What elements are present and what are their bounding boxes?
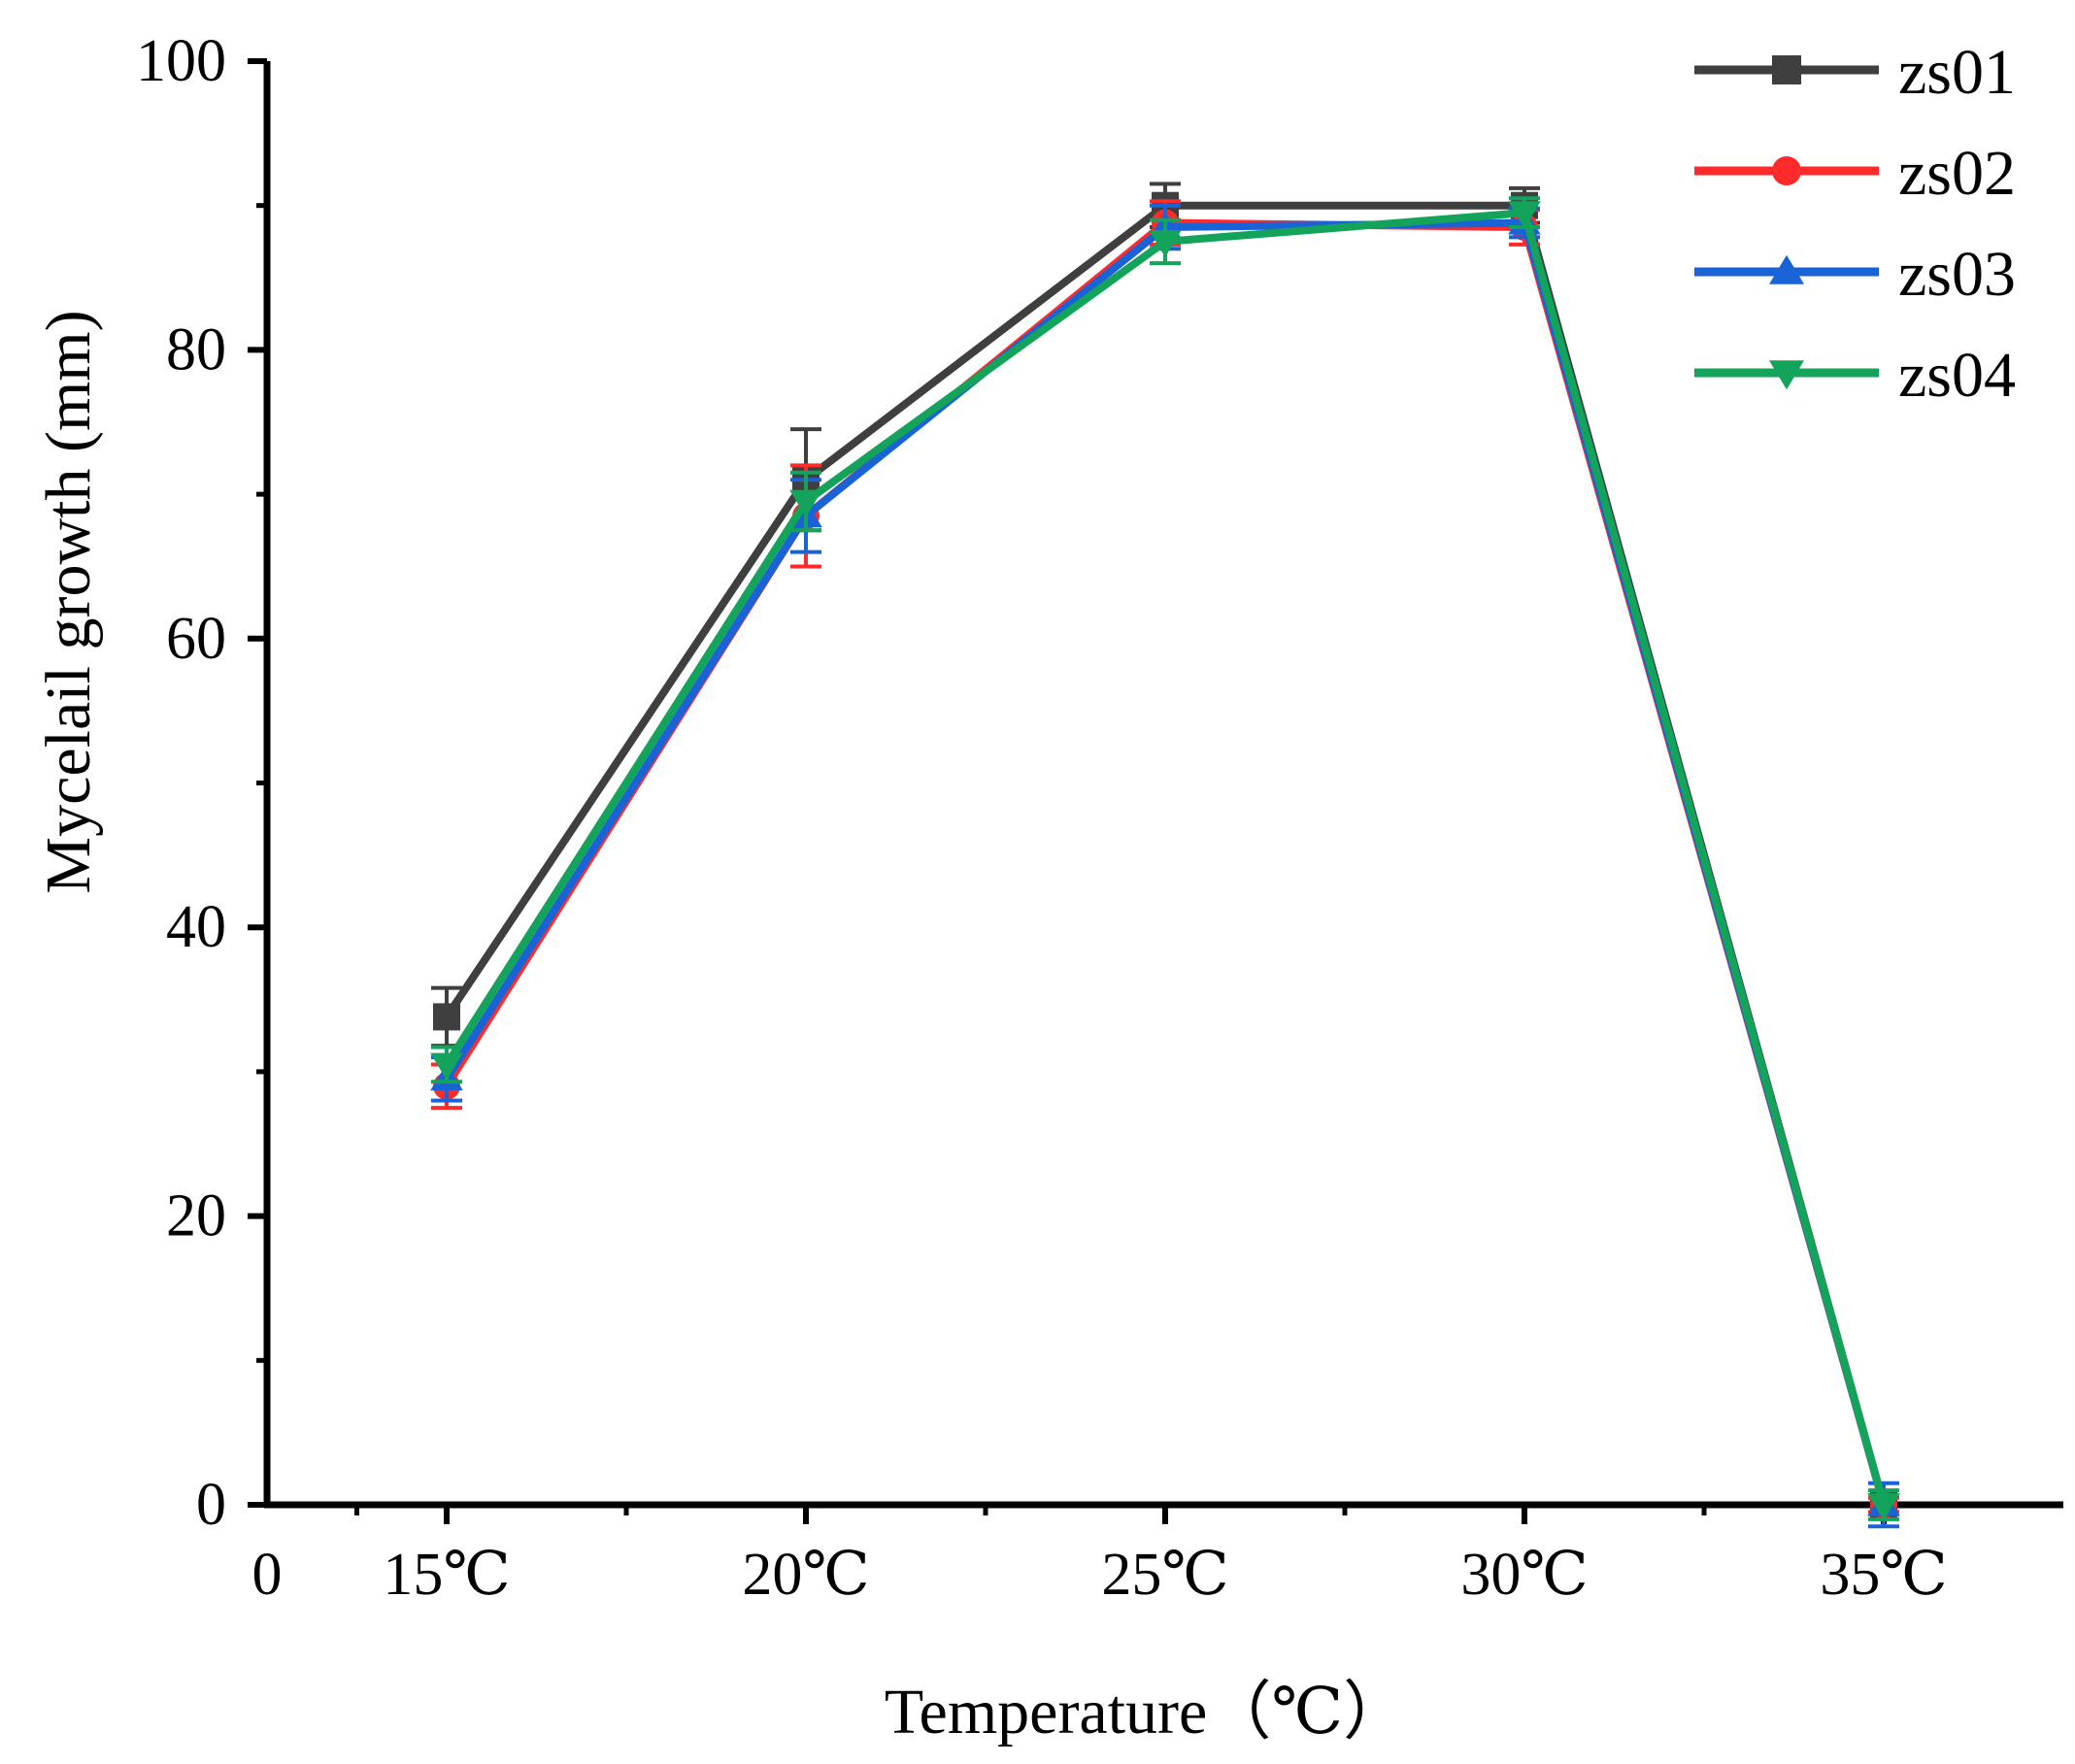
legend-label: zs03: [1898, 239, 2016, 310]
legend: zs01 zs02 zs03 zs04: [1694, 37, 2016, 411]
x-tick-label: 15℃: [383, 1542, 510, 1608]
data-point: [433, 1003, 460, 1031]
y-tick-label: 20: [166, 1183, 226, 1249]
y-tick-label: 0: [196, 1472, 226, 1538]
series-line: [443, 201, 1888, 1507]
legend-marker: [1769, 254, 1804, 284]
data-point: [1508, 201, 1541, 229]
legend-marker: [1769, 360, 1804, 390]
series-zs01: [431, 182, 1899, 1518]
x-tick-label: 30℃: [1460, 1542, 1588, 1608]
series-group: [430, 182, 1900, 1529]
data-point: [789, 489, 822, 517]
legend-item-zs03: zs03: [1694, 239, 2016, 310]
legend-item-zs04: zs04: [1694, 340, 2016, 411]
data-point: [430, 1052, 463, 1081]
legend-label: zs02: [1898, 138, 2016, 209]
y-tick-label: 60: [166, 606, 226, 672]
legend-item-zs02: zs02: [1694, 138, 2016, 209]
y-axis-title: Mycelail growth (mm): [33, 310, 104, 893]
x-tick-label: 25℃: [1101, 1542, 1228, 1608]
series-line: [443, 218, 1888, 1507]
y-tick-label: 40: [166, 894, 226, 960]
legend-label: zs01: [1898, 37, 2016, 108]
axes-group: 0 20 40 60 80 100 0 15℃ 20℃ 25℃ 30℃ 35℃: [136, 28, 2063, 1608]
series-line: [443, 209, 1888, 1507]
legend-item-zs01: zs01: [1694, 37, 2016, 108]
legend-marker: [1772, 55, 1801, 84]
x-tick-label: 20℃: [742, 1542, 869, 1608]
x-axis-title: Temperature（℃）: [885, 1677, 1407, 1747]
y-tick-label: 80: [166, 316, 226, 383]
legend-marker: [1772, 156, 1801, 185]
legend-label: zs04: [1898, 340, 2016, 411]
series-zs03: [430, 203, 1900, 1529]
data-point: [1867, 1493, 1900, 1521]
data-point: [1149, 229, 1182, 257]
x-origin-label: 0: [252, 1542, 283, 1608]
x-tick-label: 35℃: [1820, 1542, 1947, 1608]
series-zs02: [431, 199, 1899, 1518]
y-tick-label: 100: [136, 28, 226, 94]
series-line: [443, 218, 1888, 1507]
series-zs04: [430, 196, 1900, 1521]
